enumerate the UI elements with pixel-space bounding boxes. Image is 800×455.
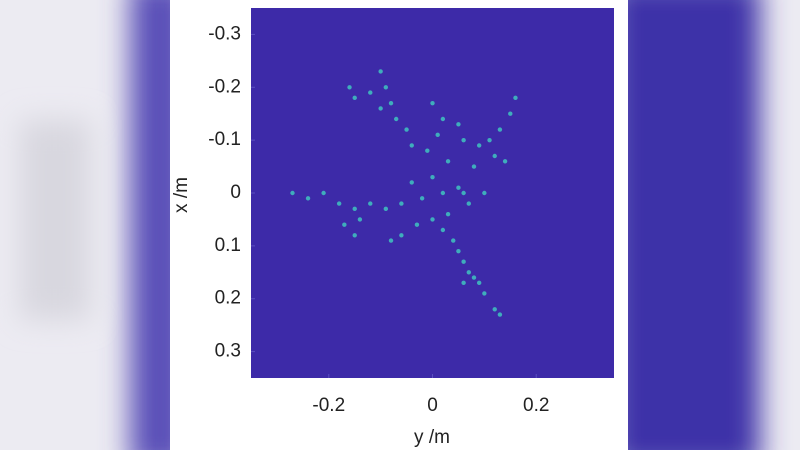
x-tick-label: 0.2: [523, 395, 549, 416]
scatter-point: [378, 69, 383, 74]
scatter-point: [456, 248, 461, 254]
y-tick-label: -0.3: [208, 23, 241, 44]
x-axis-label: y /m: [414, 427, 450, 448]
scatter-point: [430, 100, 435, 106]
scatter-point: [409, 180, 414, 185]
y-tick-label: -0.1: [208, 129, 241, 150]
scatter-point: [487, 137, 492, 143]
scatter-point: [305, 196, 311, 201]
scatter-point: [497, 127, 503, 132]
scatter-point: [368, 90, 373, 95]
scatter-point: [394, 116, 399, 122]
scatter-point: [508, 111, 513, 116]
scatter-point: [352, 233, 357, 238]
scatter-point: [482, 190, 487, 196]
scatter-point: [419, 196, 425, 201]
scatter-point: [399, 233, 404, 238]
y-tick-label: 0.3: [215, 341, 241, 362]
scatter-point: [461, 280, 466, 286]
scatter-point: [440, 190, 446, 196]
y-tick-label: 0.2: [215, 288, 241, 309]
scatter-point: [357, 217, 363, 222]
scatter-point: [352, 95, 357, 101]
scatter-point: [482, 291, 487, 296]
scatter-point: [404, 127, 409, 132]
scatter-point: [440, 116, 446, 122]
scatter-point: [368, 201, 373, 206]
scatter-point: [492, 307, 497, 312]
scatter-point: [476, 143, 482, 148]
y-tick-label: 0: [230, 182, 241, 203]
scatter-point: [336, 201, 342, 206]
x-tick-label: -0.2: [312, 395, 345, 416]
scatter-point: [476, 280, 482, 286]
scatter-point: [456, 185, 461, 190]
scatter-point: [461, 137, 466, 143]
scatter-point: [466, 270, 471, 275]
scatter-point: [388, 238, 394, 243]
scatter-point: [502, 159, 508, 164]
y-axis-label: x /m: [171, 177, 192, 213]
scatter-point: [409, 143, 414, 148]
scatter-point: [456, 122, 461, 127]
scatter-point: [471, 164, 477, 169]
x-tick-label: 0: [427, 395, 438, 416]
scatter-point: [290, 190, 295, 196]
scatter-point: [321, 190, 326, 196]
scatter-point: [414, 222, 420, 227]
scatter-point: [383, 85, 389, 90]
scatter-point: [430, 174, 435, 180]
scatter-point: [445, 159, 451, 164]
scatter-point: [399, 201, 404, 206]
scatter-point: [435, 132, 440, 138]
scatter-point: [425, 148, 430, 153]
scatter-point: [451, 238, 456, 243]
scatter-point: [471, 275, 477, 280]
y-tick-label: 0.1: [215, 235, 241, 256]
scatter-point: [461, 190, 466, 196]
y-tick-label: -0.2: [208, 76, 241, 97]
scatter-point: [445, 211, 451, 217]
scatter-point: [388, 100, 394, 106]
scatter-point: [440, 227, 446, 233]
scatter-point: [352, 206, 357, 212]
scatter-point: [347, 85, 352, 90]
scatter-point: [383, 206, 389, 212]
scatter-point: [461, 259, 466, 264]
scatter-point: [497, 312, 503, 317]
plot-area: [251, 8, 614, 378]
scatter-point: [492, 153, 497, 159]
scatter-point: [513, 95, 518, 101]
scatter-point: [430, 217, 435, 222]
scatter-point: [466, 201, 471, 206]
scatter-point: [342, 222, 347, 227]
scatter-point: [378, 106, 383, 111]
